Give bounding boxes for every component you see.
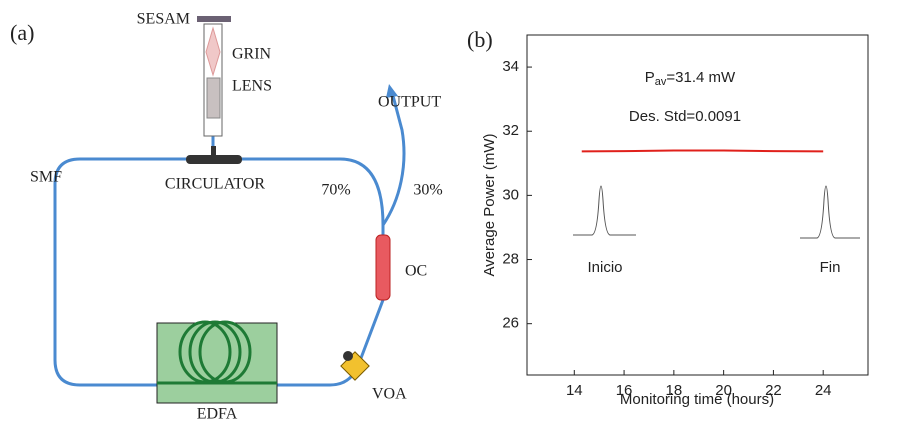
label: EDFA: [197, 406, 238, 423]
x-tick-label: 22: [765, 382, 782, 399]
y-tick-label: 28: [502, 250, 519, 267]
fiber-laser-diagram: (a) SESAM GRIN LENS OUTPUT SMF CIRCULATO…: [10, 11, 443, 423]
annotation-part: av: [655, 76, 667, 88]
panel-label: (a): [10, 20, 34, 45]
label: 30%: [413, 182, 442, 199]
circulator-port: [211, 146, 216, 156]
annotation-part: P: [645, 69, 655, 86]
label: SESAM: [137, 11, 190, 28]
x-tick-label: 18: [666, 382, 683, 399]
x-tick-label: 24: [815, 382, 832, 399]
annotation: Pav=31.4 mW: [645, 69, 736, 88]
edfa-box: [156, 322, 278, 404]
y-tick-label: 26: [502, 315, 519, 332]
label: LENS: [232, 78, 272, 95]
voa-knob: [343, 351, 353, 361]
label: GRIN: [232, 46, 272, 63]
inset-pulse: [800, 185, 860, 239]
label: OUTPUT: [378, 94, 441, 111]
annotation: Fin: [820, 259, 841, 276]
label: CIRCULATOR: [165, 176, 265, 193]
edfa-coil: [157, 320, 277, 385]
y-tick-label: 30: [502, 186, 519, 203]
y-axis-label: Average Power (mW): [481, 133, 498, 276]
annotation: Inicio: [587, 259, 622, 276]
circulator: [186, 155, 242, 164]
x-axis-label: Monitoring time (hours): [620, 391, 774, 408]
data-line: [581, 149, 824, 153]
label: VOA: [372, 386, 407, 403]
plot-frame: [526, 34, 869, 376]
grin-lens: [205, 26, 221, 77]
x-tick-label: 20: [715, 382, 732, 399]
output-coupler: [375, 234, 391, 301]
inset-pulse: [573, 185, 636, 236]
label: 70%: [321, 182, 350, 199]
panel-label: (b): [467, 27, 493, 52]
annotation-part: =31.4 mW: [666, 69, 736, 86]
y-tick-label: 32: [502, 122, 519, 139]
annotation: Des. Std=0.0091: [629, 108, 741, 125]
x-tick-label: 14: [566, 382, 583, 399]
fiber-loop: [53, 157, 385, 387]
lens: [206, 77, 221, 119]
sesam: [197, 16, 231, 22]
label: SMF: [30, 169, 62, 186]
x-tick-label: 16: [616, 382, 633, 399]
chart: (b) Pav=31.4 mW Des. Std=0.0091 Inicio F…: [467, 27, 869, 408]
output-fiber: [381, 91, 406, 226]
output-arrow: [386, 84, 398, 98]
label: OC: [405, 263, 427, 280]
y-tick-label: 34: [502, 58, 519, 75]
